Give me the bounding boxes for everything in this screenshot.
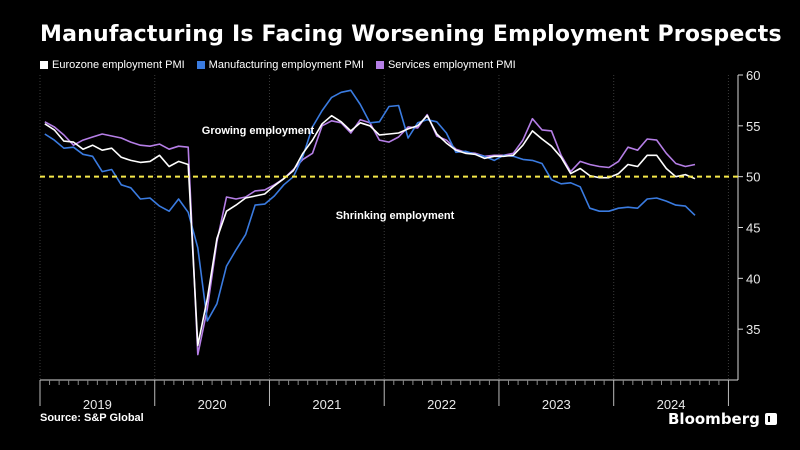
- brand-logo: Bloomberg: [668, 410, 777, 428]
- x-tick-label: 2024: [657, 397, 686, 412]
- y-tick-label: 50: [746, 170, 760, 185]
- series-line-manufacturing-employment-pmi: [44, 89, 696, 322]
- y-tick-label: 40: [746, 271, 760, 286]
- y-tick-label: 35: [746, 322, 760, 337]
- x-tick-label: 2023: [542, 397, 571, 412]
- source-note: Source: S&P Global: [40, 412, 144, 424]
- legend-label-manufacturing: Manufacturing employment PMI: [208, 59, 364, 71]
- x-tick-label: 2019: [83, 397, 112, 412]
- y-tick-label: 55: [746, 119, 760, 134]
- legend-swatch-services: [375, 61, 384, 69]
- chart-title: Manufacturing Is Facing Worsening Employ…: [40, 22, 782, 47]
- brand-name: Bloomberg: [668, 410, 760, 428]
- y-tick-label: 45: [746, 221, 760, 236]
- annotation-shrinking: Shrinking employment: [336, 210, 455, 222]
- x-tick-label: 2021: [312, 397, 341, 412]
- legend-swatch-manufacturing: [196, 61, 205, 69]
- y-tick-label: 60: [746, 68, 760, 83]
- legend-item-eurozone: Eurozone employment PMI: [40, 59, 185, 71]
- legend-item-manufacturing: Manufacturing employment PMI: [196, 59, 364, 71]
- legend: Eurozone employment PMI Manufacturing em…: [40, 59, 516, 71]
- series-line-eurozone-employment-pmi: [44, 114, 696, 347]
- x-tick-label: 2020: [198, 397, 227, 412]
- bloomberg-terminal-icon: [764, 413, 777, 425]
- x-tick-label: 2022: [427, 397, 456, 412]
- legend-label-eurozone: Eurozone employment PMI: [52, 59, 185, 71]
- legend-swatch-eurozone: [40, 61, 48, 69]
- legend-item-services: Services employment PMI: [375, 59, 516, 71]
- annotation-growing: Growing employment: [202, 125, 315, 137]
- legend-label-services: Services employment PMI: [387, 59, 516, 71]
- series-line-services-employment-pmi: [44, 113, 696, 356]
